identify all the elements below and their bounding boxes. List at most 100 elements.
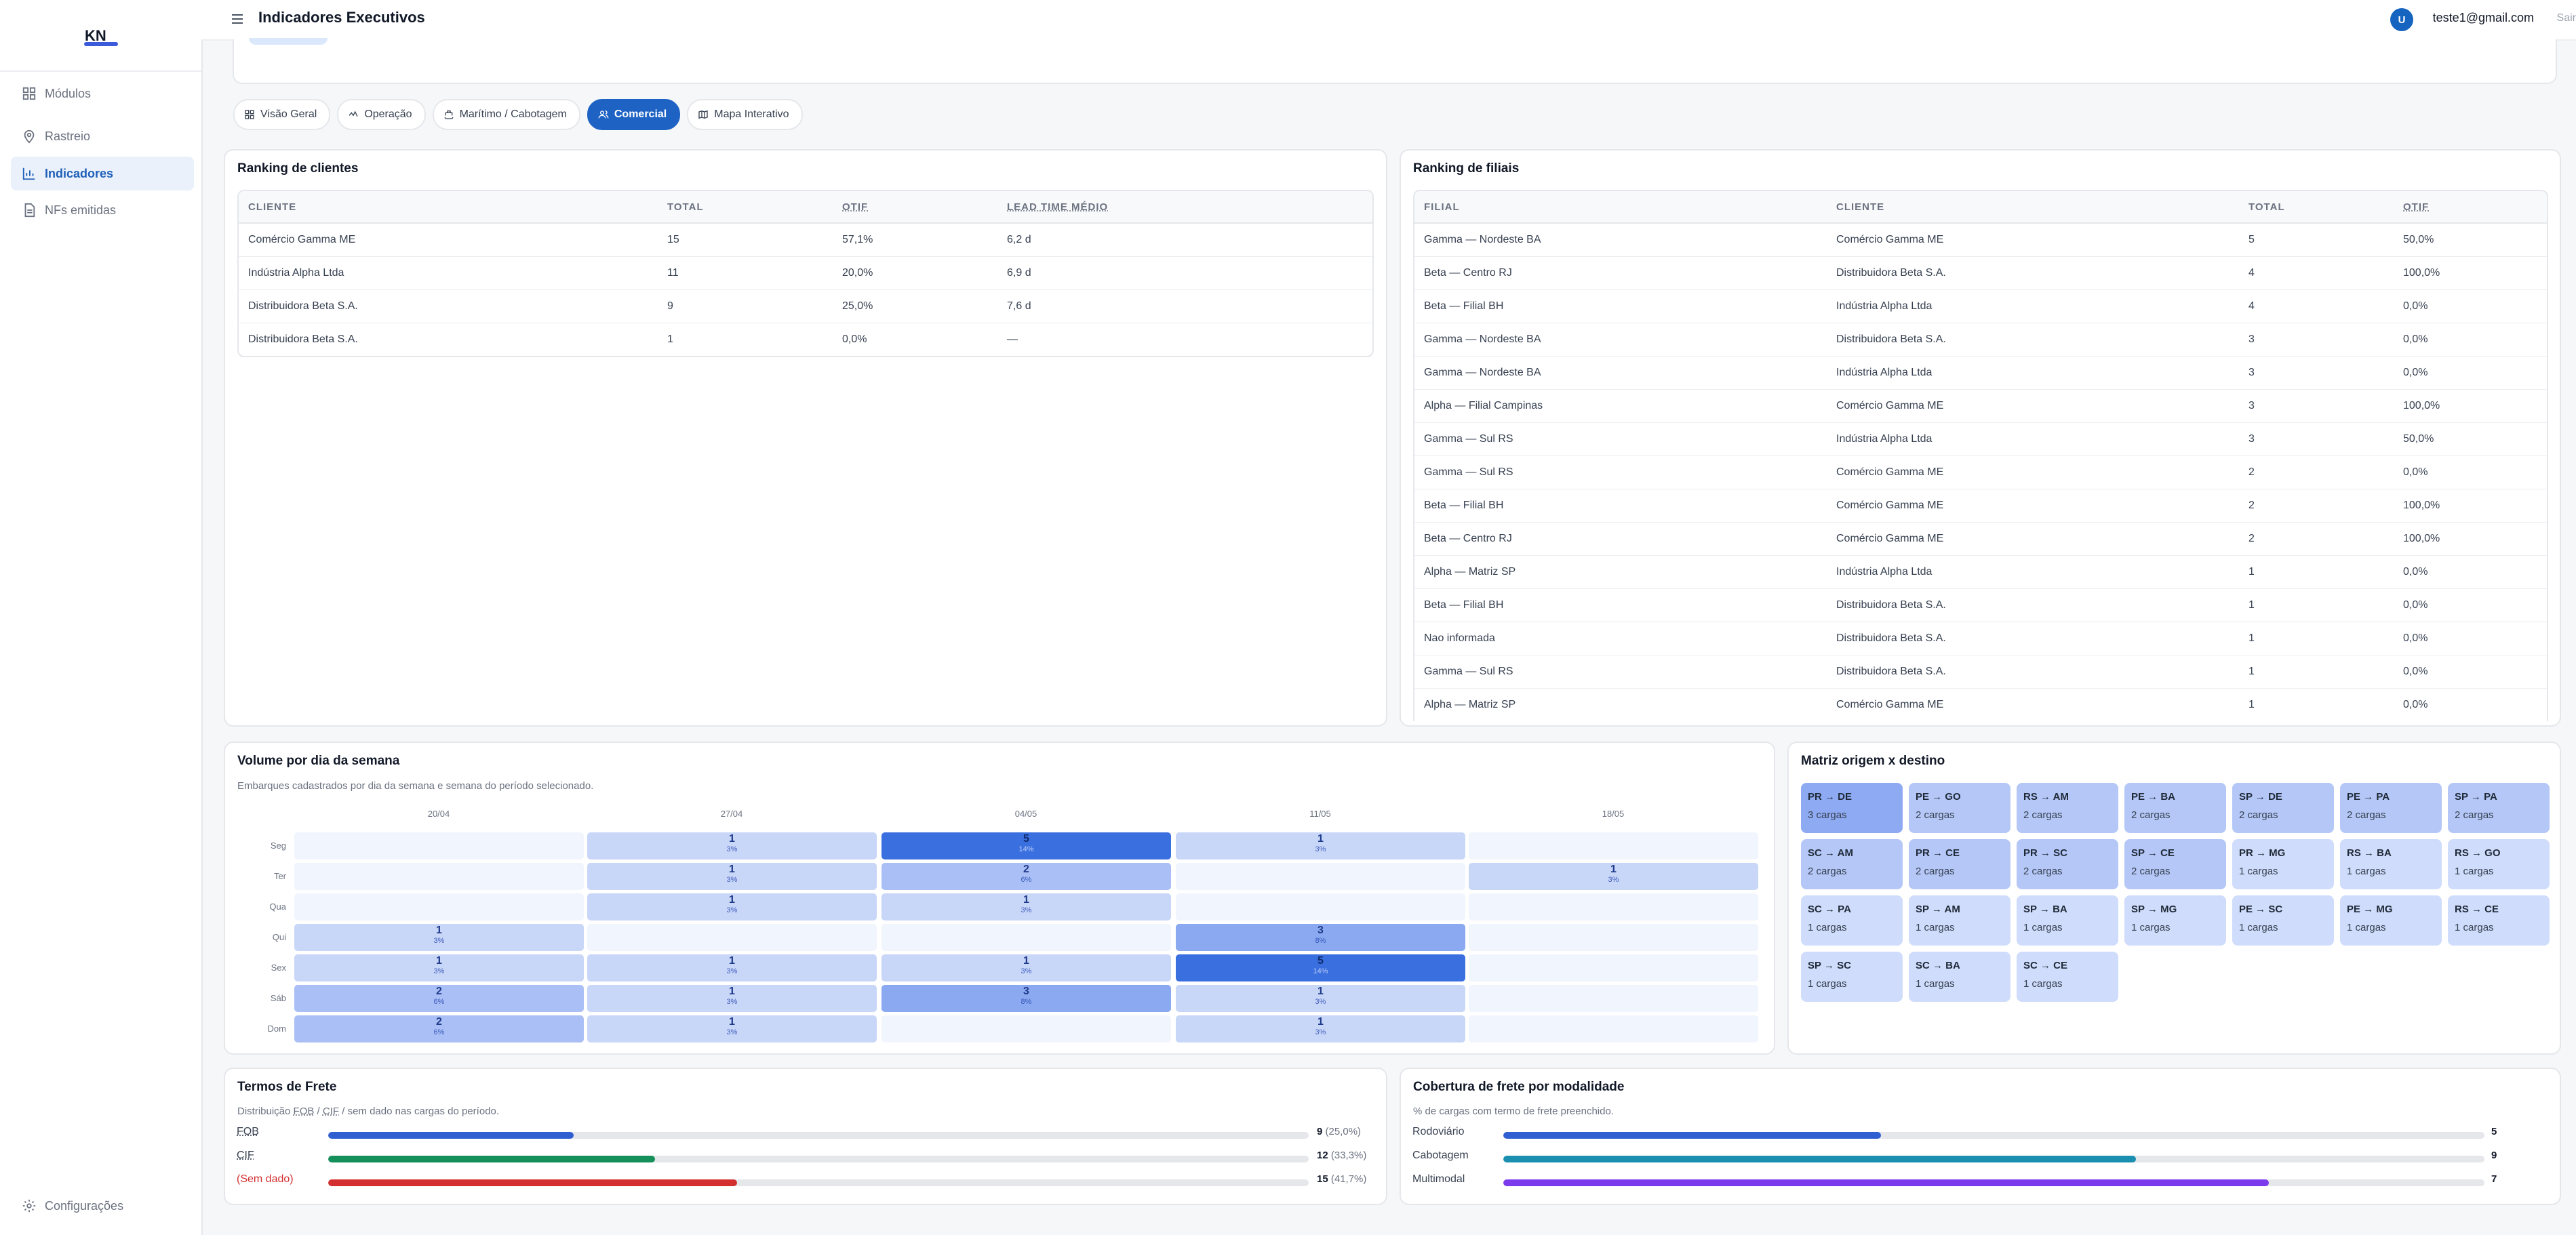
table-row[interactable]: Beta — Filial BH Indústria Alpha Ltda 4 0,0… (1414, 290, 2547, 323)
heatmap-cell[interactable] (587, 924, 877, 951)
heatmap-cell[interactable]: 1 3% (587, 863, 877, 890)
heatmap-cell[interactable]: 1 3% (1176, 832, 1465, 859)
heatmap-cell[interactable]: 5 14% (1176, 954, 1465, 981)
map-pin-icon (24, 129, 35, 144)
table-cell: Gamma — Nordeste BA (1414, 323, 1827, 357)
heatmap-cell[interactable]: 1 3% (1176, 985, 1465, 1012)
matriz-cell[interactable]: RS → BA 1 cargas (2340, 839, 2442, 889)
matriz-cell[interactable]: PR → DE 3 cargas (1801, 783, 1903, 833)
matriz-cell[interactable]: RS → GO 1 cargas (2448, 839, 2550, 889)
matriz-cell[interactable]: PE → PA 2 cargas (2340, 783, 2442, 833)
matriz-cell[interactable]: SP → DE 2 cargas (2232, 783, 2334, 833)
table-row[interactable]: Alpha — Filial Campinas Comércio Gamma ME… (1414, 390, 2547, 423)
heatmap-cell[interactable] (1176, 863, 1465, 890)
table-row[interactable]: Gamma — Sul RS Comércio Gamma ME 2 0,0% (1414, 456, 2547, 489)
sidebar-item-nfs[interactable]: NFs emitidas (11, 193, 194, 227)
heatmap-cell[interactable]: 3 8% (1176, 924, 1465, 951)
matriz-cell[interactable]: SC → AM 2 cargas (1801, 839, 1903, 889)
tab-visao-geral[interactable]: Visão Geral (233, 99, 331, 130)
table-cell: 2 (2239, 456, 2394, 489)
heatmap-cell[interactable]: 2 6% (294, 1015, 584, 1042)
matriz-cell[interactable]: PE → MG 1 cargas (2340, 895, 2442, 946)
heatmap-cell[interactable]: 1 3% (294, 954, 584, 981)
heatmap-cell[interactable]: 1 3% (1469, 863, 1758, 890)
matriz-cell[interactable]: SP → MG 1 cargas (2124, 895, 2226, 946)
heatmap-cell[interactable]: 1 3% (1176, 1015, 1465, 1042)
matriz-cell[interactable]: PE → GO 2 cargas (1909, 783, 2010, 833)
matriz-cell[interactable]: SP → AM 1 cargas (1909, 895, 2010, 946)
heatmap-cell[interactable]: 1 3% (881, 954, 1171, 981)
table-row[interactable]: Beta — Filial BH Comércio Gamma ME 2 100,0% (1414, 489, 2547, 523)
matriz-cell[interactable]: RS → AM 2 cargas (2017, 783, 2118, 833)
matriz-cell[interactable]: SC → CE 1 cargas (2017, 952, 2118, 1002)
heatmap-cell[interactable]: 1 3% (587, 954, 877, 981)
heatmap-cell[interactable] (294, 863, 584, 890)
matriz-cell[interactable]: SP → PA 2 cargas (2448, 783, 2550, 833)
heatmap-cell[interactable] (1469, 832, 1758, 859)
table-row[interactable]: Gamma — Nordeste BA Comércio Gamma ME 5 50,… (1414, 224, 2547, 257)
table-row[interactable]: Alpha — Matriz SP Indústria Alpha Ltda 1 0,… (1414, 556, 2547, 589)
avatar[interactable]: U (2390, 8, 2413, 31)
heatmap-cell[interactable]: 5 14% (881, 832, 1171, 859)
matriz-cell[interactable]: SC → PA 1 cargas (1801, 895, 1903, 946)
heatmap-cell[interactable]: 2 6% (881, 863, 1171, 890)
matriz-cell[interactable]: SP → BA 1 cargas (2017, 895, 2118, 946)
table-row[interactable]: Nao informada Distribuidora Beta S.A. 1 0,0… (1414, 622, 2547, 655)
matriz-cell[interactable]: PE → BA 2 cargas (2124, 783, 2226, 833)
filter-card-pill (249, 38, 328, 45)
tab-mapa[interactable]: Mapa Interativo (687, 99, 803, 130)
matriz-cell[interactable]: PR → SC 2 cargas (2017, 839, 2118, 889)
heatmap-cell[interactable]: 1 3% (587, 1015, 877, 1042)
heatmap-cell[interactable]: 1 3% (881, 893, 1171, 920)
sidebar-item-modulos[interactable]: Módulos (11, 77, 194, 110)
table-row[interactable]: Beta — Centro RJ Comércio Gamma ME 2 100,0% (1414, 523, 2547, 556)
tab-comercial[interactable]: Comercial (587, 99, 681, 130)
route-label: PE → MG (2347, 904, 2393, 915)
table-row[interactable]: Beta — Filial BH Distribuidora Beta S.A. 1… (1414, 589, 2547, 622)
heatmap-cell[interactable] (1469, 1015, 1758, 1042)
table-row[interactable]: Distribuidora Beta S.A. 9 25,0% 7,6 d (239, 290, 1372, 323)
matriz-cell[interactable]: SC → BA 1 cargas (1909, 952, 2010, 1002)
table-row[interactable]: Comércio Gamma ME 15 57,1% 6,2 d (239, 224, 1372, 257)
heatmap-cell[interactable] (1469, 985, 1758, 1012)
heatmap-cell[interactable] (1469, 893, 1758, 920)
sidebar-item-indicadores[interactable]: Indicadores (11, 157, 194, 190)
heatmap-cell[interactable] (294, 832, 584, 859)
heatmap-cell[interactable]: 1 3% (294, 924, 584, 951)
matriz-cell[interactable]: RS → CE 1 cargas (2448, 895, 2550, 946)
heatmap-cell[interactable] (294, 893, 584, 920)
table-row[interactable]: Gamma — Sul RS Distribuidora Beta S.A. 1 0,… (1414, 655, 2547, 689)
heatmap-cell[interactable] (1469, 924, 1758, 951)
heatmap-cell[interactable]: 1 3% (587, 985, 877, 1012)
cell-count: 2 (1023, 864, 1029, 875)
matriz-cell[interactable]: SP → CE 2 cargas (2124, 839, 2226, 889)
heatmap-cell[interactable] (1176, 893, 1465, 920)
table-row[interactable]: Gamma — Nordeste BA Indústria Alpha Ltda 3… (1414, 357, 2547, 390)
hamburger-menu-icon[interactable] (229, 11, 246, 27)
table-cell: 0,0% (2394, 323, 2547, 357)
heatmap-cell[interactable]: 1 3% (587, 832, 877, 859)
matriz-cell[interactable]: PR → CE 2 cargas (1909, 839, 2010, 889)
logout-link[interactable]: Sair (2556, 12, 2576, 24)
sidebar-item-rastreio[interactable]: Rastreio (11, 119, 194, 153)
heatmap-cell[interactable] (881, 1015, 1171, 1042)
tab-operacao[interactable]: Operação (337, 99, 426, 130)
table-row[interactable]: Beta — Centro RJ Distribuidora Beta S.A. 4… (1414, 257, 2547, 290)
heatmap-cell[interactable] (1469, 954, 1758, 981)
table-row[interactable]: Distribuidora Beta S.A. 1 0,0% — (239, 323, 1372, 356)
heatmap-cell[interactable]: 2 6% (294, 985, 584, 1012)
sidebar-item-configuracoes[interactable]: Configurações (11, 1189, 194, 1223)
heatmap-cell[interactable] (881, 924, 1171, 951)
table-row[interactable]: Alpha — Matriz SP Comércio Gamma ME 1 0,0% (1414, 689, 2547, 721)
tab-maritimo[interactable]: Marítimo / Cabotagem (432, 99, 580, 130)
matriz-cell[interactable]: PE → SC 1 cargas (2232, 895, 2334, 946)
table-row[interactable]: Gamma — Sul RS Indústria Alpha Ltda 3 50,0% (1414, 423, 2547, 456)
heatmap-cell[interactable]: 3 8% (881, 985, 1171, 1012)
table-cell: Alpha — Filial Campinas (1414, 390, 1827, 423)
table-cell: Indústria Alpha Ltda (1827, 357, 2239, 390)
table-row[interactable]: Indústria Alpha Ltda 11 20,0% 6,9 d (239, 257, 1372, 290)
heatmap-cell[interactable]: 1 3% (587, 893, 877, 920)
matriz-cell[interactable]: PR → MG 1 cargas (2232, 839, 2334, 889)
matriz-cell[interactable]: SP → SC 1 cargas (1801, 952, 1903, 1002)
table-row[interactable]: Gamma — Nordeste BA Distribuidora Beta S.… (1414, 323, 2547, 357)
